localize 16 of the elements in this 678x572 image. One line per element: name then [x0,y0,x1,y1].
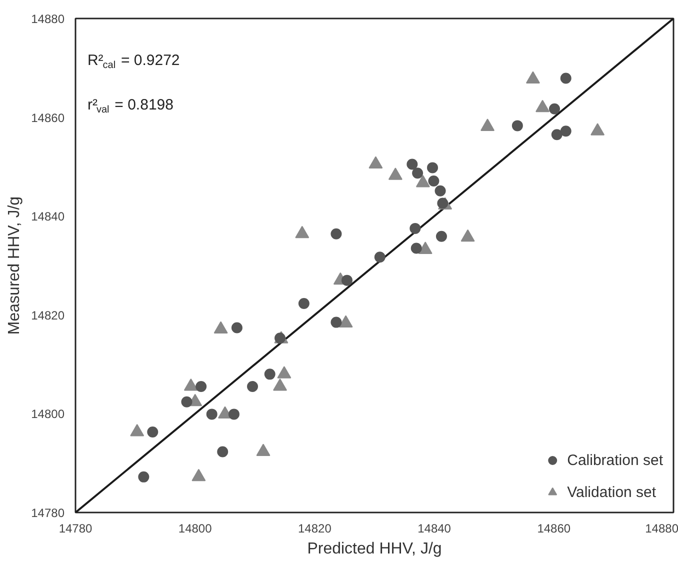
legend-label: Validation set [567,484,656,500]
legend-label: Calibration set [567,452,663,468]
x-tick-label: 14800 [178,522,212,536]
x-tick-label: 14840 [418,522,452,536]
y-tick-label: 14840 [31,210,65,224]
x-tick-label: 14880 [645,522,678,536]
x-axis-title: Predicted HHV, J/g [307,540,442,558]
y-tick-label: 14800 [31,407,65,422]
x-tick-label: 14860 [537,522,571,536]
x-tick-label: 14780 [58,522,93,536]
y-tick-label: 14780 [31,506,65,520]
y-tick-label: 14880 [31,12,65,26]
y-tick-label: 14860 [31,110,65,125]
y-axis-title: Measured HHV, J/g [6,196,24,335]
x-tick-label: 14820 [298,522,332,536]
y-tick-label: 14820 [31,308,65,322]
